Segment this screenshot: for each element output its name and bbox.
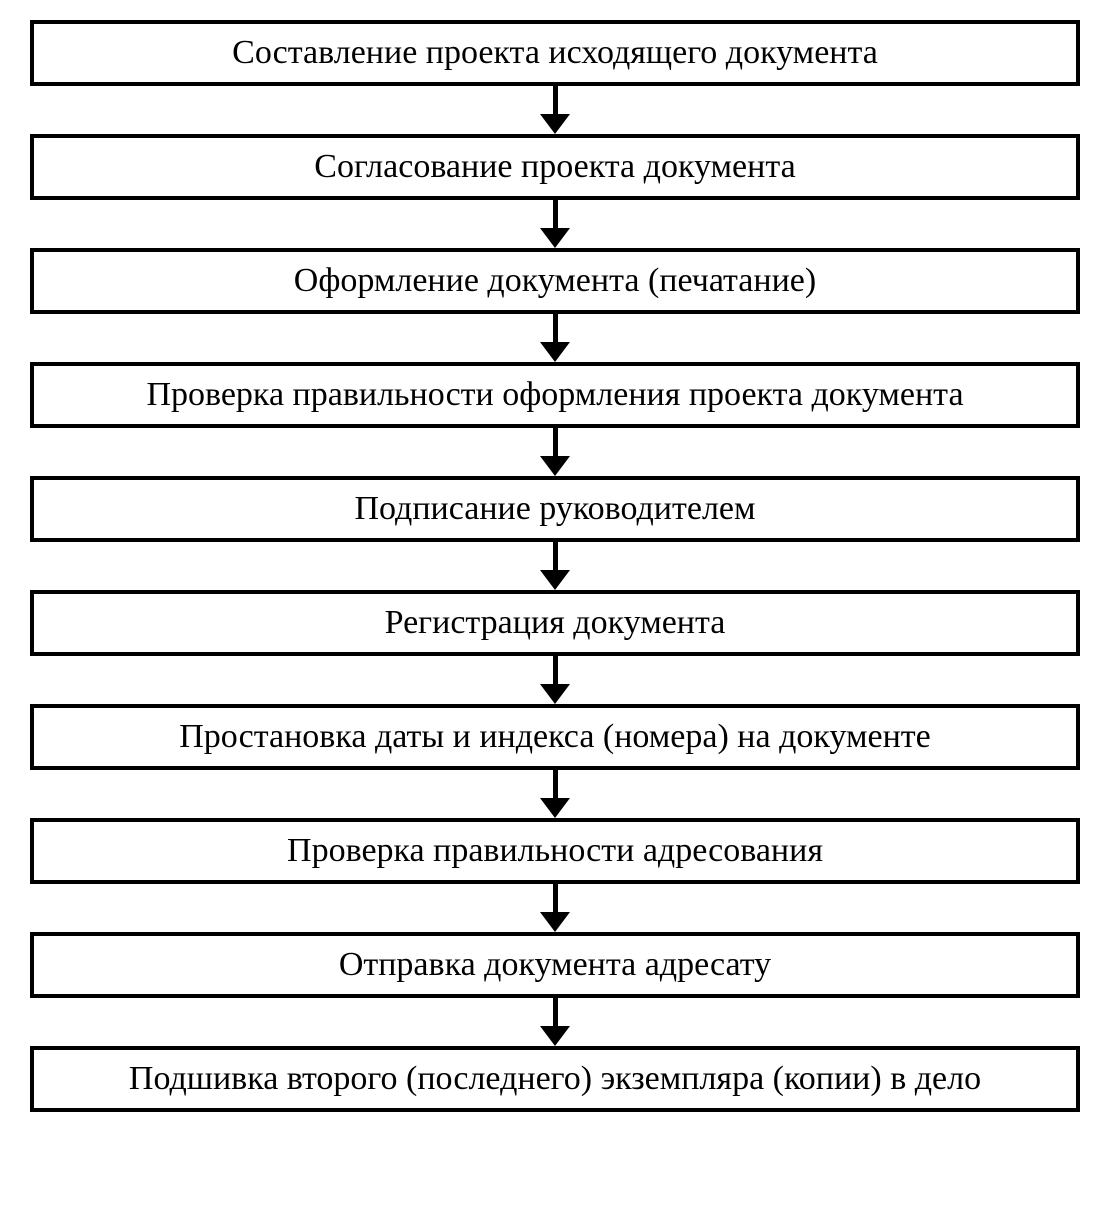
arrow-line <box>553 770 558 798</box>
flowchart-arrow <box>540 314 570 362</box>
step-label: Подписание руководителем <box>354 490 755 528</box>
arrow-line <box>553 656 558 684</box>
arrow-head-icon <box>540 684 570 704</box>
flowchart-arrow <box>540 998 570 1046</box>
flowchart-step: Отправка документа адресату <box>30 932 1080 998</box>
arrow-head-icon <box>540 570 570 590</box>
step-label: Регистрация документа <box>385 604 726 642</box>
arrow-line <box>553 998 558 1026</box>
arrow-head-icon <box>540 342 570 362</box>
flowchart-step: Составление проекта исходящего документа <box>30 20 1080 86</box>
step-label: Подшивка второго (последнего) экземпляра… <box>129 1060 981 1098</box>
arrow-head-icon <box>540 912 570 932</box>
flowchart-arrow <box>540 200 570 248</box>
step-label: Проверка правильности адресования <box>287 832 823 870</box>
step-label: Отправка документа адресату <box>339 946 771 984</box>
flowchart-arrow <box>540 770 570 818</box>
arrow-head-icon <box>540 456 570 476</box>
arrow-head-icon <box>540 1026 570 1046</box>
flowchart-container: Составление проекта исходящего документа… <box>0 20 1110 1112</box>
arrow-line <box>553 314 558 342</box>
flowchart-arrow <box>540 542 570 590</box>
step-label: Проверка правильности оформления проекта… <box>146 376 963 414</box>
flowchart-step: Проверка правильности адресования <box>30 818 1080 884</box>
flowchart-arrow <box>540 428 570 476</box>
flowchart-arrow <box>540 86 570 134</box>
step-label: Оформление документа (печатание) <box>294 262 816 300</box>
flowchart-step: Оформление документа (печатание) <box>30 248 1080 314</box>
step-label: Простановка даты и индекса (номера) на д… <box>179 718 930 756</box>
flowchart-arrow <box>540 884 570 932</box>
flowchart-step: Регистрация документа <box>30 590 1080 656</box>
flowchart-step: Проверка правильности оформления проекта… <box>30 362 1080 428</box>
arrow-line <box>553 542 558 570</box>
arrow-head-icon <box>540 228 570 248</box>
arrow-line <box>553 428 558 456</box>
flowchart-step: Простановка даты и индекса (номера) на д… <box>30 704 1080 770</box>
flowchart-step: Подшивка второго (последнего) экземпляра… <box>30 1046 1080 1112</box>
flowchart-arrow <box>540 656 570 704</box>
arrow-head-icon <box>540 798 570 818</box>
arrow-head-icon <box>540 114 570 134</box>
step-label: Составление проекта исходящего документа <box>232 34 878 72</box>
arrow-line <box>553 884 558 912</box>
flowchart-step: Согласование проекта документа <box>30 134 1080 200</box>
step-label: Согласование проекта документа <box>314 148 795 186</box>
arrow-line <box>553 86 558 114</box>
arrow-line <box>553 200 558 228</box>
flowchart-step: Подписание руководителем <box>30 476 1080 542</box>
